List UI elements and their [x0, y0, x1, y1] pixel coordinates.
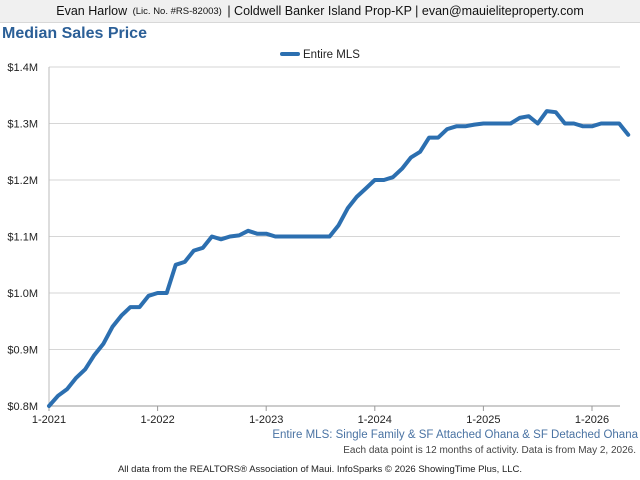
data-note: Each data point is 12 months of activity…: [343, 445, 636, 456]
legend-label: Entire MLS: [303, 49, 360, 61]
license-number: (Lic. No. #RS-82003): [132, 5, 222, 17]
x-tick-label: 1-2024: [358, 414, 392, 426]
grid-lines: [49, 66, 620, 407]
y-tick-label: $0.8M: [7, 401, 38, 413]
series-line: [47, 109, 631, 408]
brokerage: | Coldwell Banker Island Prop-KP |: [227, 4, 419, 18]
y-tick-label: $0.9M: [7, 345, 38, 357]
y-tick-label: $1.4M: [7, 62, 38, 74]
x-tick-label: 1-2025: [466, 414, 500, 426]
chart-subtitle: Entire MLS: Single Family & SF Attached …: [272, 429, 638, 441]
agent-name: Evan Harlow: [56, 4, 128, 18]
x-tick-label: 1-2021: [32, 414, 66, 426]
agent-email[interactable]: evan@mauieliteproperty.com: [421, 4, 584, 18]
y-tick-label: $1.2M: [7, 175, 38, 187]
axes: $0.8M $0.9M $1.0M $1.1M $1.2M $1.3M $1.4M 1-202…: [7, 62, 620, 426]
x-tick-label: 1-2022: [140, 414, 174, 426]
y-tick-label: $1.1M: [7, 232, 38, 244]
y-tick-label: $1.3M: [7, 119, 38, 131]
footer-credit: All data from the REALTORS® Association …: [117, 464, 523, 475]
x-tick-label: 1-2023: [249, 414, 283, 426]
chart-title: Median Sales Price: [2, 25, 147, 42]
x-tick-label: 1-2026: [575, 414, 609, 426]
y-tick-label: $1.0M: [7, 288, 38, 300]
header-bar: Evan Harlow (Lic. No. #RS-82003) | Coldw…: [0, 0, 640, 23]
series-layer: [47, 109, 631, 408]
legend: Entire MLS: [280, 49, 360, 61]
